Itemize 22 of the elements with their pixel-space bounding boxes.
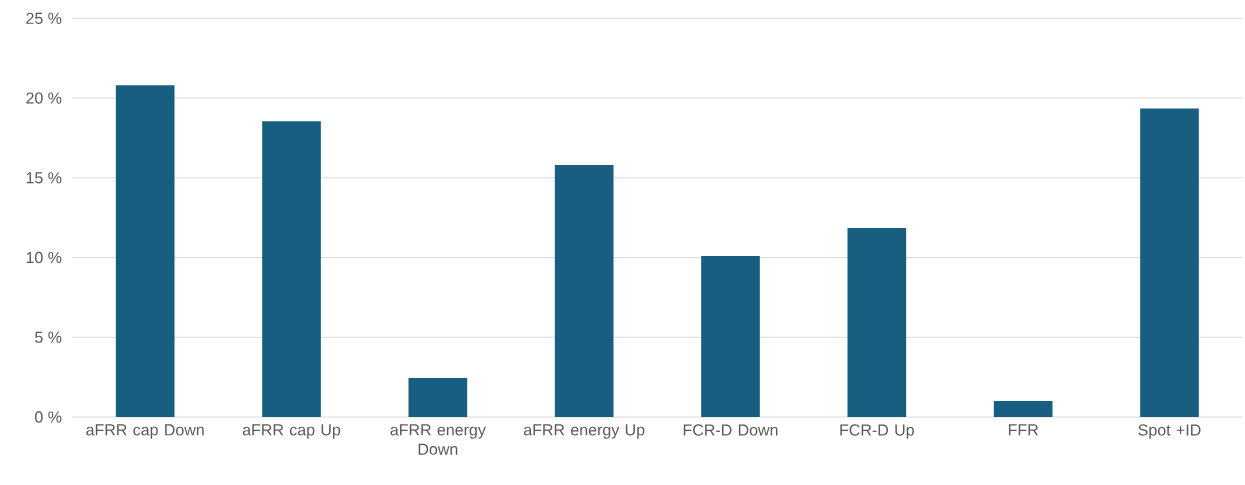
bar bbox=[1140, 108, 1199, 417]
bar bbox=[554, 165, 614, 417]
bar bbox=[262, 121, 321, 417]
y-tick-label: 15 % bbox=[26, 172, 62, 184]
y-tick-label: 0 % bbox=[35, 411, 62, 423]
x-tick-label: aFRR energy Up bbox=[523, 424, 645, 439]
bar bbox=[847, 228, 907, 417]
bar bbox=[408, 377, 468, 417]
x-tick-label: FCR-D Up bbox=[840, 424, 914, 439]
bar bbox=[115, 85, 175, 417]
x-tick-label: aFRR cap Up bbox=[242, 424, 341, 439]
x-tick-label: Spot +ID bbox=[1138, 424, 1201, 439]
x-tick-label: FFR bbox=[1008, 424, 1038, 436]
x-tick-label: aFRR cap Down bbox=[86, 424, 204, 439]
y-tick-label: 5 % bbox=[35, 331, 62, 343]
y-tick-label: 25 % bbox=[26, 12, 62, 24]
y-tick-label: 20 % bbox=[26, 92, 62, 104]
bar bbox=[701, 255, 760, 417]
x-tick-label: FCR-D Down bbox=[683, 424, 778, 436]
bar bbox=[993, 401, 1053, 417]
x-tick-label: aFRR energy Down bbox=[390, 424, 486, 455]
y-tick-label: 10 % bbox=[26, 251, 62, 264]
